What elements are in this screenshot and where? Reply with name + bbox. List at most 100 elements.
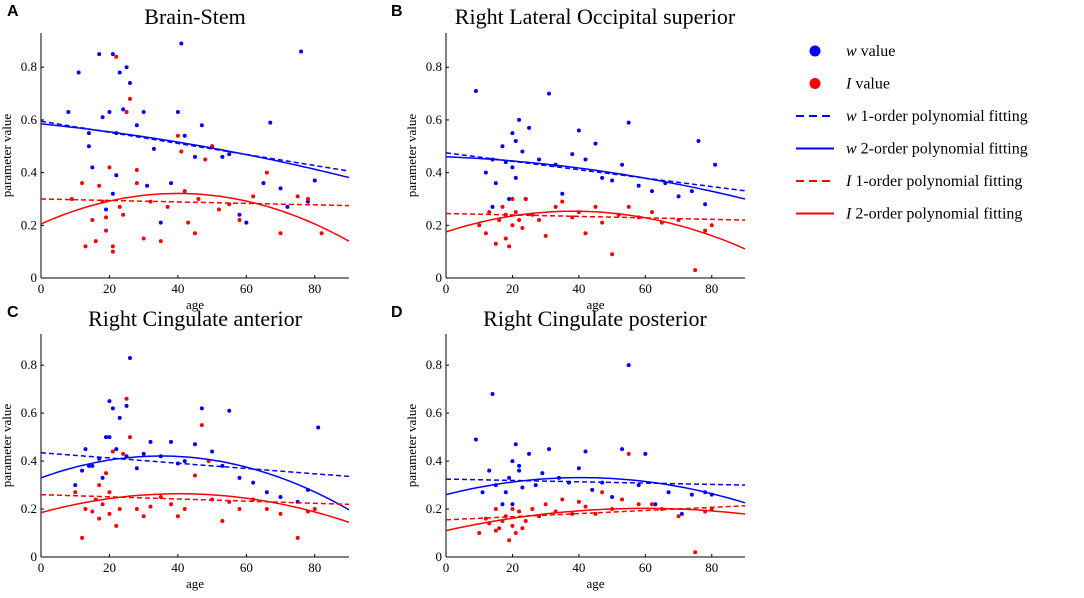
data-point [141, 236, 146, 241]
y-tick-label: 0.4 [21, 165, 38, 180]
panel-letter: A [7, 3, 19, 20]
data-point [513, 139, 518, 144]
y-axis-label: parameter value [0, 114, 14, 198]
scatter-series [477, 196, 714, 273]
data-point [278, 231, 283, 236]
panel-letter: C [7, 304, 19, 321]
data-point [148, 439, 153, 444]
data-point [107, 511, 112, 516]
data-point [237, 212, 242, 217]
data-point [517, 117, 522, 122]
panel-c: C Right Cingulate anterior 0 20 40 60 80 0 0.2 0.… [0, 304, 350, 591]
data-point [90, 509, 95, 514]
data-point [86, 131, 91, 136]
linear-fit-line [445, 505, 746, 521]
data-point [483, 231, 488, 236]
data-point [83, 244, 88, 249]
y-axis-label: parameter value [404, 114, 419, 198]
data-point [600, 490, 605, 495]
data-point [473, 88, 478, 93]
data-point [643, 451, 648, 456]
data-point [649, 189, 654, 194]
panel-b: B Right Lateral Occipital superior 0 20 40 60… [391, 3, 746, 312]
data-point [83, 447, 88, 452]
data-point [134, 167, 139, 172]
y-tick-label: 0 [31, 549, 38, 564]
data-point [510, 523, 515, 528]
data-point [487, 210, 492, 215]
quadratic-fit-line [40, 493, 350, 524]
data-point [493, 507, 498, 512]
y-tick-label: 0.8 [426, 357, 442, 372]
data-point [510, 131, 515, 136]
data-point [179, 149, 184, 154]
data-point [196, 196, 201, 201]
data-point [134, 181, 139, 186]
data-point [626, 120, 631, 125]
data-point [540, 471, 545, 476]
data-point [182, 133, 187, 138]
y-tick-label: 0.2 [21, 217, 37, 232]
data-point [114, 447, 119, 452]
legend-symbol: I [845, 76, 852, 93]
x-tick-label: 80 [705, 281, 718, 296]
data-point [513, 442, 518, 447]
y-tick-label: 0 [31, 270, 38, 285]
data-point [203, 157, 208, 162]
data-point [278, 495, 283, 500]
data-point [517, 468, 522, 473]
data-point [117, 70, 122, 75]
x-tick-label: 20 [506, 281, 519, 296]
data-point [124, 110, 129, 115]
data-point [703, 202, 708, 207]
data-point [107, 399, 112, 404]
legend-item: w value [809, 43, 895, 60]
legend-marker [809, 78, 821, 89]
data-point [676, 194, 681, 199]
panel-a: A Brain-Stem 0 20 40 60 80 0 0.2 0.4 0.6 0.8 age para… [0, 3, 350, 312]
legend-item: I value [809, 76, 890, 93]
data-point [117, 415, 122, 420]
data-point [264, 490, 269, 495]
data-point [169, 439, 174, 444]
scatter-series [73, 355, 321, 504]
data-point [576, 128, 581, 133]
data-point [583, 157, 588, 162]
data-point [93, 239, 98, 244]
data-point [649, 502, 654, 507]
data-point [104, 471, 109, 476]
data-point [493, 528, 498, 533]
data-point [593, 141, 598, 146]
quadratic-fit-line [40, 192, 350, 242]
data-point [636, 502, 641, 507]
data-point [114, 54, 119, 59]
data-point [186, 220, 191, 225]
x-tick-label: 40 [171, 281, 184, 296]
data-point [237, 507, 242, 512]
legend-marker [809, 45, 821, 57]
data-point [134, 466, 139, 471]
quadratic-fit-line [40, 455, 350, 511]
data-point [543, 233, 548, 238]
x-tick-label: 80 [308, 560, 321, 575]
data-point [713, 162, 718, 167]
data-point [510, 502, 515, 507]
data-point [97, 516, 102, 521]
data-point [510, 223, 515, 228]
legend-text: 1-order polynomial fitting [857, 108, 1028, 125]
data-point [237, 218, 242, 223]
legend-label: w value [846, 43, 895, 60]
x-tick-label: 60 [240, 281, 253, 296]
legend-label: I 2-order polynomial fitting [845, 206, 1022, 223]
data-point [696, 139, 701, 144]
data-point [193, 231, 197, 236]
data-point [510, 196, 515, 201]
scatter-series [66, 41, 317, 225]
quadratic-fit-line [445, 476, 746, 504]
data-point [104, 228, 109, 233]
data-point [193, 442, 197, 447]
x-axis-label: age [586, 297, 604, 312]
data-point [527, 451, 532, 456]
